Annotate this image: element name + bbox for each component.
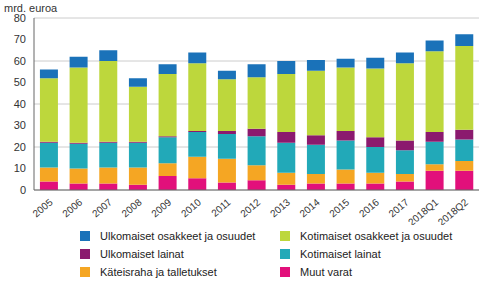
html-text:Käteisraha ja talletukset: Käteisraha ja talletukset (100, 266, 217, 278)
svg-text:2008: 2008 (120, 196, 144, 219)
svg-text:30: 30 (14, 119, 26, 131)
svg-text:0: 0 (20, 184, 26, 196)
svg-text:2012: 2012 (238, 196, 262, 219)
svg-text:2013: 2013 (268, 196, 292, 219)
svg-text:2016: 2016 (357, 196, 381, 219)
svg-text:2009: 2009 (149, 196, 173, 219)
html-text:Kotimaiset osakkeet ja osuudet: Kotimaiset osakkeet ja osuudet (300, 230, 453, 242)
svg-text:70: 70 (14, 33, 26, 45)
svg-text:50: 50 (14, 76, 26, 88)
svg-text:2017: 2017 (387, 196, 411, 219)
svg-text:2010: 2010 (179, 196, 203, 219)
svg-text:2007: 2007 (90, 196, 114, 219)
svg-text:2018Q2: 2018Q2 (436, 196, 471, 225)
html-text:Kotimaiset lainat: Kotimaiset lainat (300, 248, 381, 260)
svg-text:60: 60 (14, 55, 26, 67)
svg-text:2015: 2015 (327, 196, 351, 219)
svg-text:40: 40 (14, 98, 26, 110)
svg-text:2011: 2011 (209, 196, 233, 219)
html-text:Ulkomaiset lainat: Ulkomaiset lainat (100, 248, 184, 260)
svg-text:10: 10 (14, 162, 26, 174)
html-text:Muut varat: Muut varat (300, 266, 352, 278)
svg-text:80: 80 (14, 12, 26, 24)
svg-text:2006: 2006 (60, 196, 84, 219)
svg-text:20: 20 (14, 141, 26, 153)
html-text:Ulkomaiset osakkeet ja osuudet: Ulkomaiset osakkeet ja osuudet (100, 230, 256, 242)
html-text:mrd. euroa: mrd. euroa (4, 2, 58, 14)
svg-text:2005: 2005 (31, 196, 55, 219)
svg-text:2014: 2014 (298, 196, 322, 219)
